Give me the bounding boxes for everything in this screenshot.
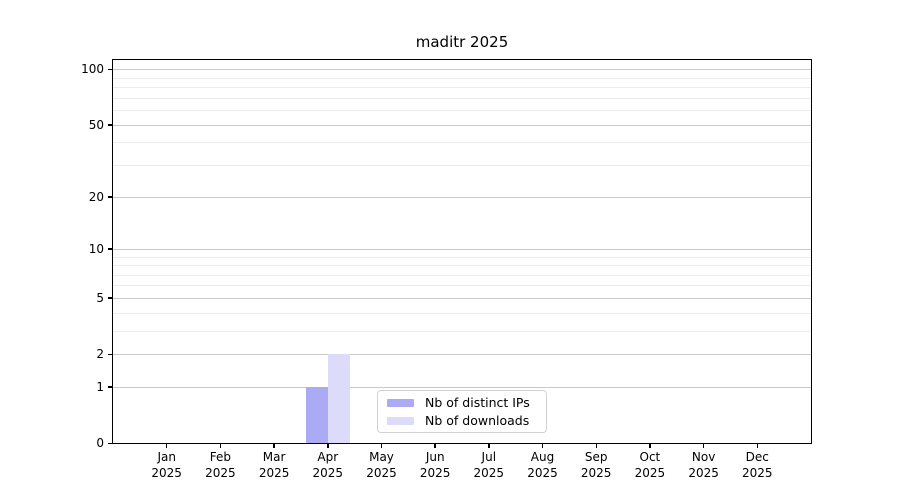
x-tick-mark (756, 443, 759, 448)
x-tick-label: Jan 2025 (139, 450, 195, 481)
x-tick-month: Sep (584, 450, 608, 464)
x-tick-month: Mar (262, 450, 286, 464)
y-tick-mark (108, 124, 113, 126)
x-tick-year: 2025 (312, 465, 344, 480)
bar-nb-of-downloads (327, 354, 350, 443)
legend-label-downloads: Nb of downloads (425, 413, 530, 428)
x-tick-month: Feb (209, 450, 232, 464)
x-tick-year: 2025 (688, 465, 719, 480)
x-tick-mark (434, 443, 436, 448)
legend-label-distinct-ips: Nb of distinct IPs (425, 395, 530, 410)
legend: Nb of distinct IPs Nb of downloads (377, 390, 547, 433)
y-tick-mark (108, 196, 113, 198)
gridline-minor (113, 77, 811, 79)
x-tick-label: May 2025 (354, 450, 410, 481)
x-tick-year: 2025 (419, 465, 451, 480)
gridline-minor (113, 164, 811, 166)
y-tick-label: 2 (96, 347, 104, 361)
gridline-major (113, 248, 811, 250)
y-tick-mark (108, 297, 113, 299)
x-tick-mark (541, 443, 544, 448)
x-tick-month: Jun (425, 450, 445, 464)
x-tick-year: 2025 (151, 465, 182, 480)
gridline-minor (113, 256, 811, 258)
gridline-minor (113, 274, 811, 276)
y-tick-label: 50 (88, 117, 104, 132)
gridline-major (113, 386, 811, 388)
x-tick-year: 2025 (205, 465, 236, 480)
x-tick-label: Sep 2025 (568, 450, 624, 481)
y-tick-mark (108, 248, 113, 250)
x-tick-month: Dec (745, 450, 769, 464)
x-tick-month: Apr (317, 450, 339, 464)
x-tick-mark (380, 443, 383, 448)
x-tick-mark (702, 443, 705, 448)
gridline-major (113, 69, 811, 71)
gridline-minor (113, 87, 811, 89)
y-tick-label: 5 (96, 290, 104, 305)
x-tick-year: 2025 (258, 465, 290, 480)
x-tick-year: 2025 (634, 465, 666, 480)
x-tick-mark (219, 443, 222, 448)
gridline-minor (113, 285, 811, 287)
plot-area: Nb of distinct IPs Nb of downloads (112, 59, 812, 444)
x-tick-month: May (369, 450, 394, 464)
x-tick-label: Jul 2025 (461, 450, 517, 481)
y-tick-label: 20 (88, 189, 104, 204)
gridline-major (113, 124, 811, 126)
y-tick-label: 100 (81, 62, 104, 77)
x-tick-year: 2025 (742, 465, 773, 480)
x-tick-year: 2025 (580, 465, 612, 480)
x-tick-month: Jan (157, 450, 176, 464)
legend-item-distinct-ips: Nb of distinct IPs (387, 395, 537, 410)
x-tick-label: Oct 2025 (622, 450, 678, 481)
x-tick-label: Apr 2025 (300, 450, 356, 481)
x-tick-mark (165, 443, 168, 448)
x-tick-year: 2025 (527, 465, 558, 480)
x-tick-mark (273, 443, 275, 448)
x-tick-month: Nov (691, 450, 716, 464)
x-tick-year: 2025 (473, 465, 505, 480)
legend-item-downloads: Nb of downloads (387, 413, 537, 428)
gridline-minor (113, 265, 811, 267)
gridline-major (113, 196, 811, 198)
x-tick-label: Dec 2025 (729, 450, 785, 481)
bar-nb-of-distinct-ips (305, 386, 328, 443)
gridline-minor (113, 110, 811, 112)
y-tick-mark (108, 68, 113, 71)
x-tick-mark (595, 443, 597, 448)
x-tick-label: Jun 2025 (407, 450, 463, 481)
x-tick-month: Jul (481, 450, 497, 464)
y-tick-mark (108, 386, 113, 388)
gridline-minor (113, 97, 811, 99)
gridline-minor (113, 142, 811, 144)
x-tick-label: Mar 2025 (246, 450, 302, 481)
y-tick-label: 0 (96, 436, 104, 450)
y-tick-mark (108, 353, 113, 355)
x-tick-month: Aug (530, 450, 555, 464)
y-tick-mark (108, 442, 113, 444)
gridline-minor (113, 312, 811, 314)
x-tick-year: 2025 (366, 465, 397, 480)
gridline-minor (113, 330, 811, 332)
x-tick-label: Nov 2025 (676, 450, 732, 481)
legend-swatch-distinct-ips-icon (387, 398, 414, 407)
gridline-major (113, 354, 811, 355)
legend-swatch-downloads-icon (387, 416, 414, 425)
x-tick-mark (327, 443, 329, 448)
chart-title: maditr 2025 (415, 33, 509, 51)
y-tick-label: 10 (88, 241, 104, 256)
x-tick-month: Oct (639, 450, 661, 464)
x-tick-label: Feb 2025 (192, 450, 248, 481)
x-tick-mark (649, 443, 651, 448)
gridline-major (113, 297, 811, 299)
x-tick-mark (488, 443, 490, 448)
x-tick-label: Aug 2025 (515, 450, 571, 481)
y-tick-label: 1 (96, 379, 104, 394)
